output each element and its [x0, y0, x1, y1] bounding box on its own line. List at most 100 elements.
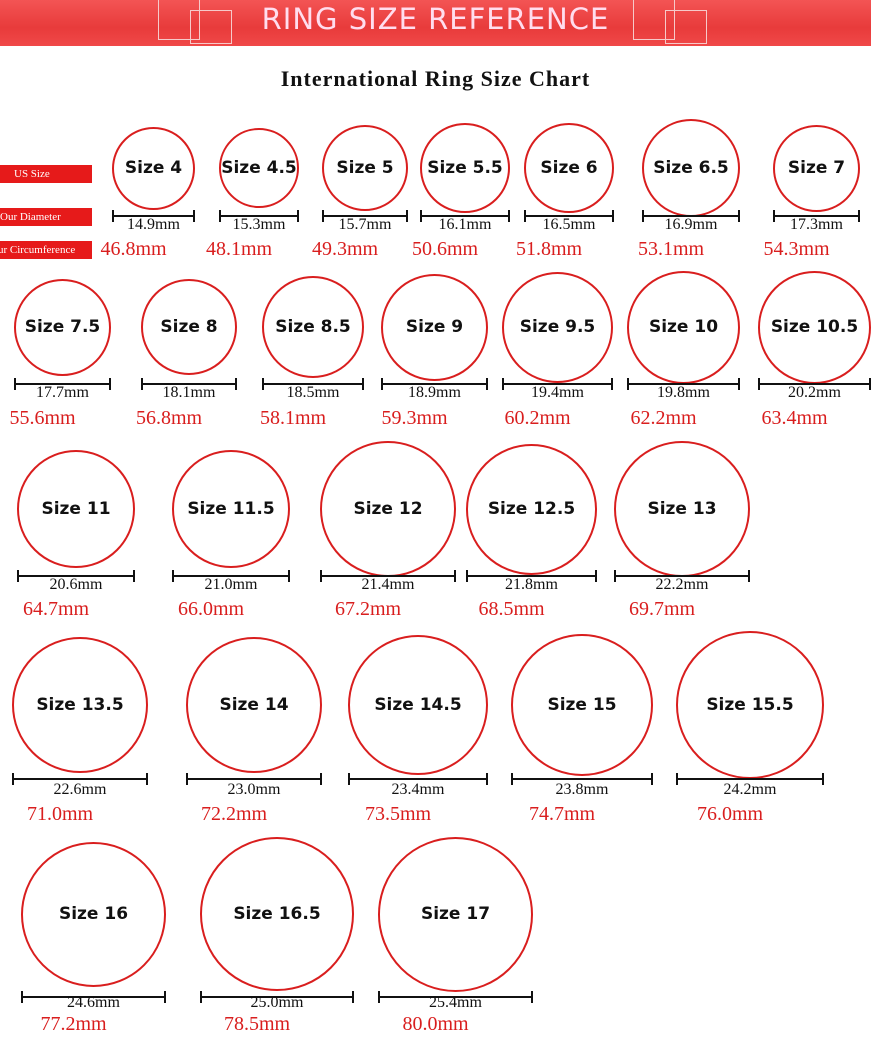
ring-size-label: Size 14 [219, 695, 289, 715]
diameter-value: 23.0mm [227, 781, 281, 798]
circumference-value: 78.5mm [223, 1013, 291, 1035]
circumference-value: 63.4mm [761, 407, 828, 429]
diameter-value: 19.8mm [657, 384, 710, 401]
ring-circle: Size 4 [112, 126, 195, 210]
ring-circle: Size 10.5 [758, 270, 871, 384]
diameter-measure-line [348, 773, 488, 785]
circumference-value: 72.2mm [200, 803, 268, 825]
diameter-value: 23.8mm [555, 781, 609, 798]
ring-size-label: Size 17 [420, 904, 491, 924]
circumference-value: 77.2mm [40, 1013, 107, 1035]
ring-size-label: Size 4 [124, 158, 183, 178]
diameter-measure-line [524, 210, 614, 222]
ring-size-label: Size 13.5 [36, 695, 124, 715]
diameter-measure-line [12, 773, 148, 785]
circumference-value: 60.2mm [504, 407, 571, 429]
chart-title: International Ring Size Chart [280, 66, 591, 91]
ring-size-label: Size 13 [647, 499, 717, 519]
ring-size-label: Size 8 [160, 317, 218, 337]
circumference-value: 54.3mm [763, 238, 830, 260]
diameter-value: 17.7mm [36, 384, 89, 401]
ring-size-label: Size 12.5 [487, 499, 576, 519]
circumference-value: 48.1mm [205, 238, 273, 260]
ring-size-label: Size 11 [41, 499, 111, 519]
circumference-value: 62.2mm [630, 407, 697, 429]
legend-us-size-arrow: US Size [0, 165, 92, 183]
circumference-value: 66.0mm [177, 598, 245, 620]
diameter-value: 21.0mm [204, 576, 258, 593]
ring-circle: Size 8 [141, 279, 237, 375]
square-decoration-icon [665, 10, 707, 44]
square-decoration-icon [190, 10, 232, 44]
diameter-value: 24.6mm [67, 994, 120, 1011]
ring-circle: Size 9.5 [502, 271, 613, 383]
ring-circle: Size 11.5 [172, 450, 290, 568]
circumference-value: 58.1mm [259, 407, 327, 429]
ring-circle: Size 7 [773, 124, 860, 212]
diameter-measure-line [14, 378, 111, 390]
diameter-value: 25.0mm [250, 994, 304, 1011]
diameter-value: 16.9mm [664, 216, 718, 233]
diameter-measure-line [141, 378, 237, 390]
diameter-measure-line [758, 378, 871, 390]
ring-size-label: Size 16.5 [233, 904, 321, 924]
diameter-value: 14.9mm [127, 216, 180, 233]
diameter-value: 15.7mm [338, 216, 392, 233]
diameter-value: 16.5mm [542, 216, 596, 233]
circumference-value: 67.2mm [334, 598, 402, 620]
ring-circle: Size 7.5 [14, 278, 111, 376]
diameter-value: 15.3mm [232, 216, 286, 233]
diameter-measure-line [322, 210, 408, 222]
ring-circle: Size 9 [381, 273, 488, 381]
ring-circle: Size 4.5 [219, 128, 299, 208]
ring-circle: Size 8.5 [262, 276, 364, 378]
diameter-value: 16.1mm [438, 216, 492, 233]
ring-circle: Size 5.5 [420, 123, 510, 213]
circumference-value: 55.6mm [9, 407, 76, 429]
ring-circle: Size 14.5 [348, 635, 488, 775]
ring-size-label: Size 9.5 [519, 317, 596, 337]
diameter-measure-line [420, 210, 510, 222]
header-banner: RING SIZE REFERENCE [0, 0, 871, 46]
banner-title: RING SIZE REFERENCE [261, 2, 610, 36]
ring-size-label: Size 5 [336, 158, 394, 178]
diameter-value: 25.4mm [429, 994, 482, 1011]
legend-diameter-label: Our Diameter [0, 211, 61, 223]
circumference-value: 69.7mm [628, 598, 696, 620]
diameter-measure-line [466, 570, 597, 582]
circumference-value: 50.6mm [411, 238, 479, 260]
ring-circle: Size 14 [186, 637, 322, 773]
ring-circle: Size 16 [21, 841, 166, 987]
ring-size-label: Size 6.5 [653, 158, 729, 178]
diameter-measure-line [511, 773, 653, 785]
diameter-value: 19.4mm [531, 384, 584, 401]
diameter-value: 21.4mm [361, 576, 415, 593]
ring-size-label: Size 10.5 [770, 317, 859, 337]
ring-circle: Size 6 [524, 123, 614, 213]
ring-size-label: Size 9 [405, 317, 464, 337]
diameter-measure-line [614, 570, 750, 582]
diameter-measure-line [186, 773, 322, 785]
ring-size-label: Size 6 [540, 158, 598, 178]
ring-circle: Size 15.5 [676, 631, 824, 779]
square-decoration-icon [633, 0, 675, 40]
ring-size-label: Size 7.5 [24, 317, 101, 337]
ring-size-label: Size 7 [787, 158, 846, 178]
ring-circle: Size 11 [17, 450, 135, 568]
legend-diameter-arrow: Our Diameter [0, 208, 92, 226]
diameter-measure-line [642, 210, 740, 222]
ring-size-label: Size 14.5 [374, 695, 462, 715]
ring-size-label: Size 12 [353, 499, 423, 519]
diameter-value: 18.1mm [162, 384, 216, 401]
circumference-value: 49.3mm [311, 238, 379, 260]
diameter-measure-line [200, 991, 354, 1003]
ring-circle: Size 13.5 [12, 637, 148, 773]
circumference-value: 64.7mm [22, 598, 90, 620]
diameter-value: 22.6mm [53, 781, 107, 798]
diameter-value: 22.2mm [655, 576, 709, 593]
diameter-measure-line [676, 773, 824, 785]
diameter-value: 21.8mm [505, 576, 558, 593]
diameter-value: 24.2mm [723, 781, 777, 798]
ring-size-label: Size 11.5 [187, 499, 275, 519]
ring-size-label: Size 8.5 [275, 317, 351, 337]
